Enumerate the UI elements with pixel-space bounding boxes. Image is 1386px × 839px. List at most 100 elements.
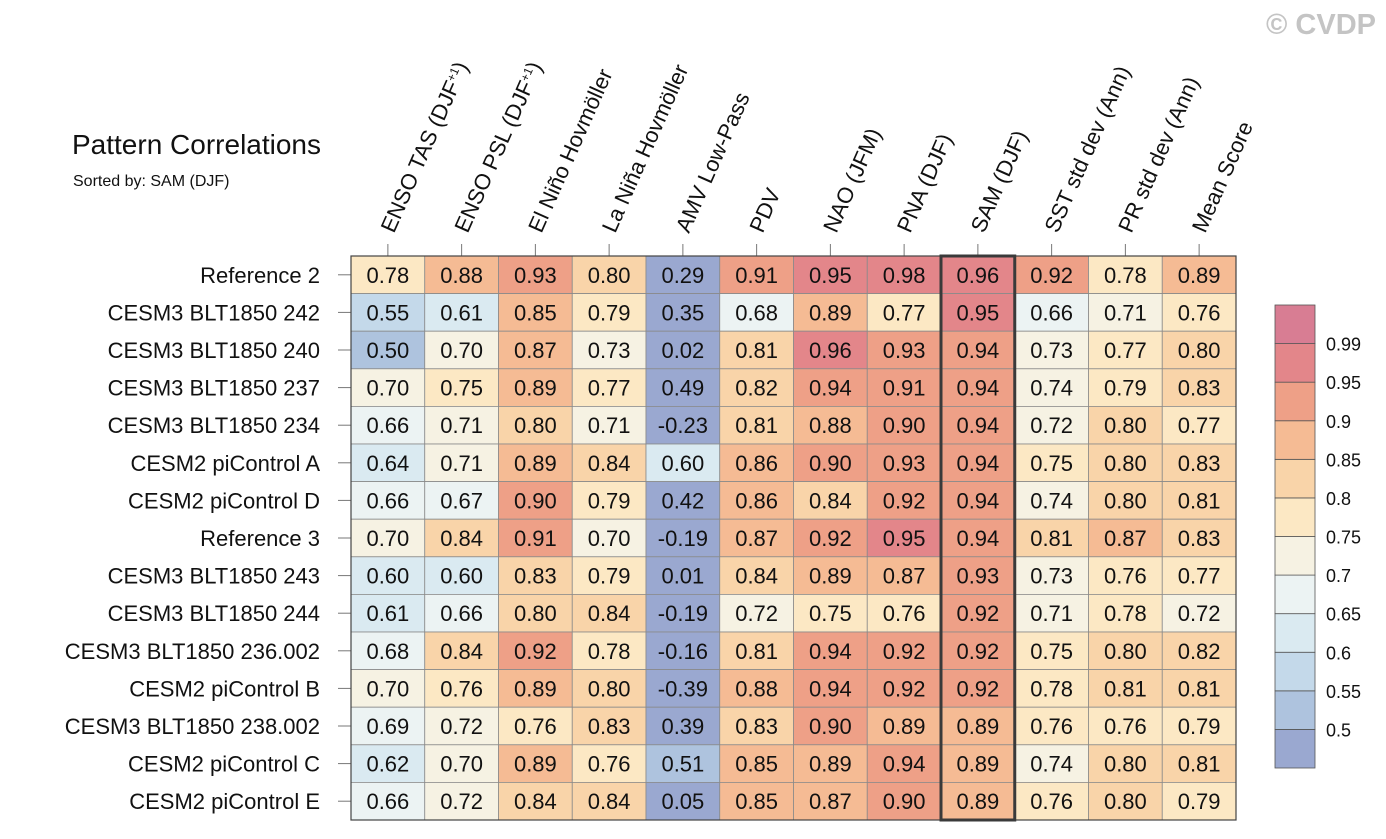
cell-value: 0.74	[1030, 376, 1073, 401]
cell-value: 0.88	[735, 676, 778, 701]
cell-value: 0.89	[514, 376, 557, 401]
cell-value: 0.95	[883, 526, 926, 551]
cell-value: 0.79	[1178, 714, 1221, 739]
cell-value: 0.77	[883, 300, 926, 325]
cell-value: 0.92	[956, 676, 999, 701]
cell-value: 0.78	[366, 263, 409, 288]
heatmap-cell	[571, 293, 647, 332]
cell-value: 0.94	[956, 413, 999, 438]
heatmap-cell	[645, 255, 721, 294]
cell-value: 0.89	[809, 300, 852, 325]
heatmap-cell	[940, 782, 1016, 821]
cell-value: 0.66	[366, 488, 409, 513]
row-label-reference-2: Reference 2	[200, 263, 320, 288]
heatmap-cell	[793, 631, 868, 670]
cell-value: 0.87	[883, 564, 926, 589]
heatmap-cell	[424, 669, 499, 708]
heatmap-cell	[1088, 631, 1163, 670]
cell-value: 0.90	[514, 488, 557, 513]
colorbar-bin	[1274, 304, 1316, 344]
colorbar-bin	[1274, 536, 1316, 576]
heatmap-cell	[498, 744, 573, 783]
row-label-cesm3-blt1850-234: CESM3 BLT1850 234	[108, 413, 320, 438]
heatmap-cell	[424, 556, 499, 595]
colorbar-label: 0.5	[1326, 720, 1351, 740]
heatmap-cell	[1161, 481, 1237, 520]
cell-value: 0.94	[956, 451, 999, 476]
cell-value: 0.60	[661, 451, 704, 476]
heatmap-cell	[940, 594, 1016, 633]
row-label-cesm2-picontrol-d: CESM2 piControl D	[128, 488, 320, 513]
cell-value: 0.75	[1030, 451, 1073, 476]
heatmap-cell	[866, 669, 942, 708]
heatmap-cell	[645, 405, 721, 445]
cell-value: 0.68	[366, 639, 409, 664]
heatmap-cell	[1161, 744, 1237, 783]
cell-value: -0.19	[658, 601, 708, 626]
colorbar-label: 0.8	[1326, 489, 1351, 509]
colorbar-label: 0.95	[1326, 373, 1361, 393]
cell-value: 0.83	[1178, 451, 1221, 476]
cell-value: 0.95	[956, 300, 999, 325]
cell-value: 0.89	[514, 752, 557, 777]
cell-value: 0.70	[366, 376, 409, 401]
heatmap-frame	[350, 255, 1237, 821]
cell-value: 0.72	[440, 789, 483, 814]
cell-value: 0.66	[1030, 300, 1073, 325]
cell-value: 0.94	[956, 526, 999, 551]
cell-value: 0.81	[1104, 676, 1147, 701]
heatmap-cell	[719, 744, 794, 783]
row-label-cesm2-picontrol-a: CESM2 piControl A	[130, 451, 320, 476]
cell-value: 0.73	[1030, 338, 1073, 363]
cell-value: 0.80	[1104, 451, 1147, 476]
cell-value: 0.55	[366, 300, 409, 325]
cell-value: 0.76	[1104, 714, 1147, 739]
cell-value: 0.74	[1030, 488, 1073, 513]
cell-value: 0.71	[1104, 300, 1147, 325]
cell-value: 0.70	[366, 676, 409, 701]
heatmap-cell	[866, 255, 942, 294]
cell-value: 0.94	[809, 676, 852, 701]
heatmap-cell	[645, 782, 721, 821]
cell-value: 0.79	[588, 488, 631, 513]
cell-value: 0.87	[809, 789, 852, 814]
cell-value: 0.89	[956, 752, 999, 777]
heatmap-cell	[1088, 293, 1163, 332]
column-label-pr-std-dev-ann: PR std dev (Ann)	[1113, 73, 1204, 236]
cell-value: 0.86	[735, 451, 778, 476]
cell-value: 0.72	[1178, 601, 1221, 626]
heatmap-cell	[350, 669, 426, 708]
colorbar-bin	[1274, 574, 1316, 615]
heatmap-cell	[866, 368, 942, 407]
colorbar-label: 0.9	[1326, 412, 1351, 432]
cell-value: 0.84	[440, 526, 483, 551]
heatmap-cell	[571, 368, 647, 407]
cell-value: 0.81	[735, 413, 778, 438]
cell-value: 0.83	[514, 564, 557, 589]
cell-value: 0.76	[883, 601, 926, 626]
heatmap-cell	[571, 518, 647, 558]
colorbar-bin	[1274, 497, 1316, 537]
heatmap-cell	[498, 669, 573, 708]
heatmap-cell	[645, 706, 721, 746]
heatmap-cell	[350, 706, 426, 746]
heatmap-cell	[498, 631, 573, 670]
row-label-cesm2-picontrol-e: CESM2 piControl E	[129, 789, 320, 814]
row-label-cesm3-blt1850-237: CESM3 BLT1850 237	[108, 376, 320, 401]
cell-value: 0.96	[809, 338, 852, 363]
cell-value: 0.92	[956, 639, 999, 664]
cell-value: 0.62	[366, 752, 409, 777]
row-label-cesm3-blt1850-243: CESM3 BLT1850 243	[108, 564, 320, 589]
cell-value: 0.80	[1104, 752, 1147, 777]
colorbar-bin	[1274, 651, 1316, 692]
heatmap-cell	[645, 443, 721, 482]
cell-value: 0.76	[1178, 300, 1221, 325]
heatmap-cell	[645, 293, 721, 332]
cell-value: 0.80	[514, 601, 557, 626]
sorted-column-box	[939, 254, 1017, 822]
column-label-nao-jfm: NAO (JFM)	[818, 124, 886, 236]
heatmap-cell	[1014, 556, 1089, 595]
cell-value: 0.94	[809, 639, 852, 664]
cell-value: -0.16	[658, 639, 708, 664]
cell-value: 0.98	[883, 263, 926, 288]
